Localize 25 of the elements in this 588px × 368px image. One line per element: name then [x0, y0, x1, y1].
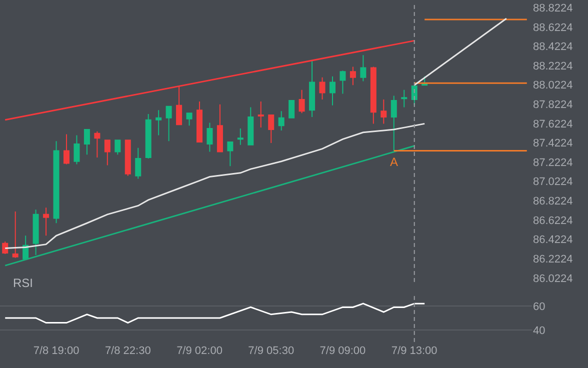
x-tick-label: 7/9 05:30: [248, 345, 294, 357]
chart-title: RSI: [13, 276, 34, 290]
y-tick-label: 40: [533, 324, 546, 337]
data-label: A: [390, 155, 398, 169]
y-tick-label: 86.6224: [533, 214, 573, 227]
y-tick-label: 88.2224: [533, 60, 573, 72]
y-tick-label: 88.6224: [533, 22, 573, 34]
y-tick-label: 86.2224: [533, 253, 573, 266]
y-tick-label: 87.6224: [533, 118, 573, 130]
y-tick-label: 88.0224: [533, 80, 573, 92]
x-tick-label: 7/8 22:30: [104, 345, 151, 357]
x-tick-label: 7/9 02:00: [176, 345, 222, 357]
y-tick-label: 88.8224: [533, 2, 573, 14]
y-tick-label: 87.2224: [533, 156, 573, 169]
y-tick-label: 86.4224: [533, 234, 573, 246]
x-tick-label: 7/9 13:00: [391, 345, 438, 357]
y-tick-label: 87.0224: [533, 176, 573, 188]
y-tick-label: 86.0224: [533, 272, 573, 285]
x-tick-label: 7/9 09:00: [320, 345, 366, 357]
x-tick-label: 7/8 19:00: [33, 345, 80, 357]
y-tick-label: 88.4224: [533, 41, 573, 54]
y-tick-label: 60: [533, 300, 546, 313]
y-tick-label: 87.8224: [533, 99, 573, 112]
y-tick-label: 86.8224: [533, 196, 573, 208]
y-tick-label: 87.4224: [533, 138, 573, 150]
